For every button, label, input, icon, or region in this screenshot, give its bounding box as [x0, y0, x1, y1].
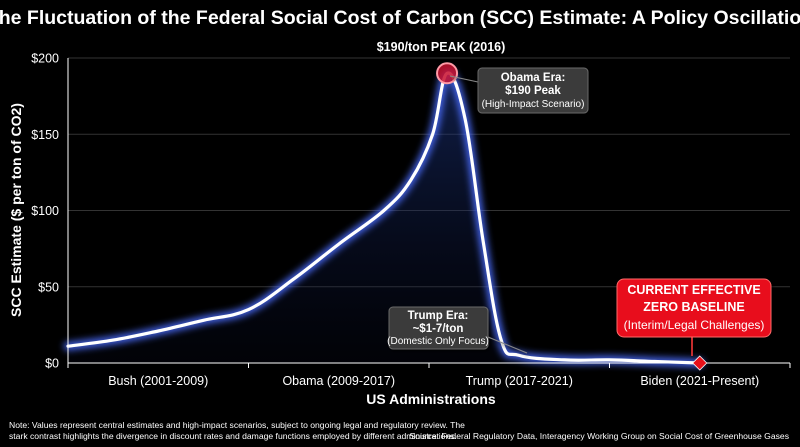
series-lines [63, 68, 705, 368]
x-tick-label: Biden (2021-Present) [640, 374, 759, 388]
chart-title: The Fluctuation of the Federal Social Co… [0, 7, 800, 29]
obama-callout-line1: Obama Era: [501, 72, 566, 84]
zero-baseline-marker [692, 355, 708, 371]
current-callout-line3: (Interim/Legal Challenges) [624, 318, 765, 332]
y-tick-label: $50 [38, 280, 59, 294]
obama-callout-connector [449, 75, 479, 83]
current-callout-line1: CURRENT EFFECTIVE [627, 283, 760, 297]
trump-callout-box [388, 306, 489, 350]
trump-callout-line3: (Domestic Only Focus) [387, 336, 489, 347]
y-tick-label: $100 [31, 204, 59, 218]
note-line2: stark contrast highlights the divergence… [9, 431, 457, 441]
obama-callout [449, 67, 589, 114]
peak-marker [436, 62, 459, 85]
obama-callout-line2: $190 Peak [505, 85, 561, 97]
series-area [68, 73, 700, 363]
area-fill [68, 73, 700, 363]
trump-callout-connector [487, 336, 528, 354]
peak-marker-circle [436, 62, 459, 85]
source-text: Source: Federal Regulatory Data, Interag… [409, 431, 789, 441]
trump-callout-line1: Trump Era: [408, 310, 469, 322]
axes: $0 $50 $100 $150 $200 Bush (2001-2009) Obama (… [31, 52, 791, 388]
x-tick-label: Bush (2001-2009) [108, 374, 208, 388]
peak-label: $190/ton PEAK (2016) [377, 40, 506, 54]
y-tick-label: $0 [45, 357, 59, 371]
current-callout-box [616, 278, 772, 338]
y-tick-label: $200 [31, 52, 59, 66]
y-tick-label: $150 [31, 128, 59, 142]
x-tick-label: Obama (2009-2017) [282, 374, 395, 388]
trump-callout-line2: ~$1-7/ton [413, 323, 464, 335]
current-baseline-callout [616, 278, 772, 356]
y-axis-label: SCC Estimate ($ per ton of CO2) [8, 103, 24, 317]
series-line [66, 71, 702, 365]
current-callout-line2: ZERO BASELINE [643, 300, 744, 314]
trump-callout [388, 306, 528, 354]
note-line1: Note: Values represent central estimates… [9, 420, 465, 430]
x-tick-label: Trump (2017-2021) [466, 374, 573, 388]
obama-callout-line3: (High-Impact Scenario) [482, 99, 585, 110]
obama-callout-box [477, 67, 589, 114]
x-axis-label: US Administrations [366, 391, 496, 407]
